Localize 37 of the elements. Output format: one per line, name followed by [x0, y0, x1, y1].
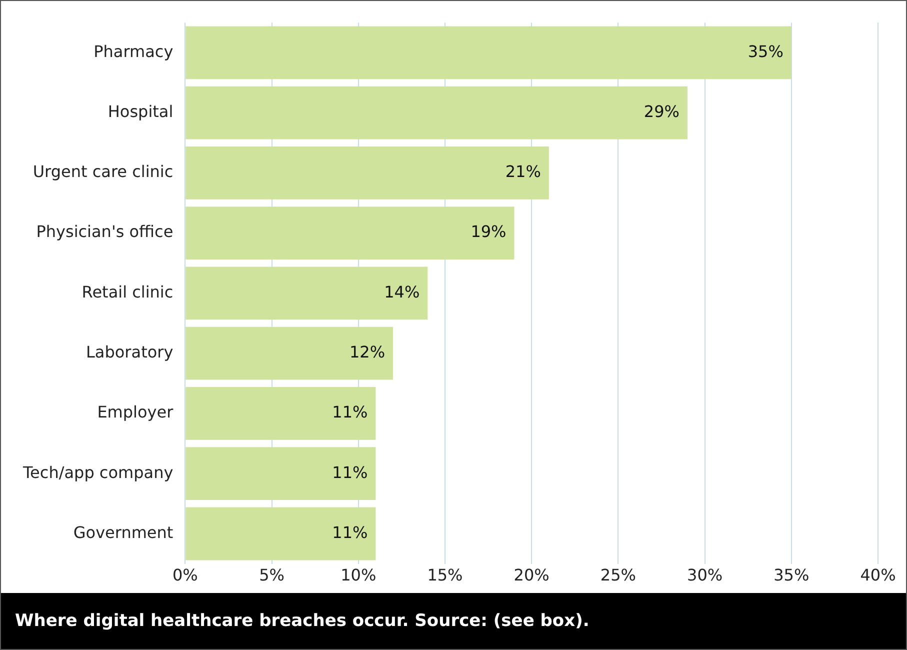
bar: [186, 266, 428, 320]
bar: [186, 146, 549, 200]
text: Where digital healthcare breaches occur. Source: (see box).: [1, 593, 906, 649]
data-label: 11%: [332, 462, 368, 482]
x-tick-label: 30%: [687, 566, 723, 585]
x-tick-label: 25%: [600, 566, 636, 585]
y-tick-label: Physician's office: [36, 222, 174, 242]
data-label: 11%: [332, 402, 368, 422]
x-tick-label: 0%: [172, 566, 198, 585]
data-label: 35%: [748, 42, 784, 61]
data-label: 29%: [644, 102, 680, 121]
y-tick-label: Urgent care clinic: [32, 162, 174, 182]
data-label: 19%: [470, 222, 506, 242]
y-tick-label: Employer: [97, 402, 174, 422]
data-label: 21%: [505, 162, 541, 182]
x-tick-label: 35%: [774, 566, 810, 585]
bar: [186, 326, 394, 380]
data-label: 12%: [349, 342, 386, 362]
bar: [186, 206, 514, 260]
data-label: 14%: [384, 282, 420, 302]
bar: [186, 86, 688, 140]
x-tick-label: 5%: [259, 566, 284, 585]
bar: [186, 507, 376, 560]
x-tick-label: 40%: [860, 566, 896, 585]
x-tick-label: 10%: [340, 566, 376, 585]
x-tick-label: 15%: [427, 566, 463, 585]
bar: [186, 387, 376, 440]
bar: [186, 26, 792, 80]
bar: [186, 447, 376, 500]
y-tick-label: Retail clinic: [82, 282, 174, 302]
y-tick-label: Tech/app company: [22, 462, 174, 482]
data-label: 11%: [332, 522, 368, 542]
y-tick-label: Pharmacy: [94, 42, 174, 61]
y-tick-label: Laboratory: [86, 342, 174, 362]
y-tick-label: Hospital: [108, 102, 174, 121]
x-tick-label: 20%: [514, 566, 550, 585]
y-tick-label: Government: [73, 522, 174, 542]
